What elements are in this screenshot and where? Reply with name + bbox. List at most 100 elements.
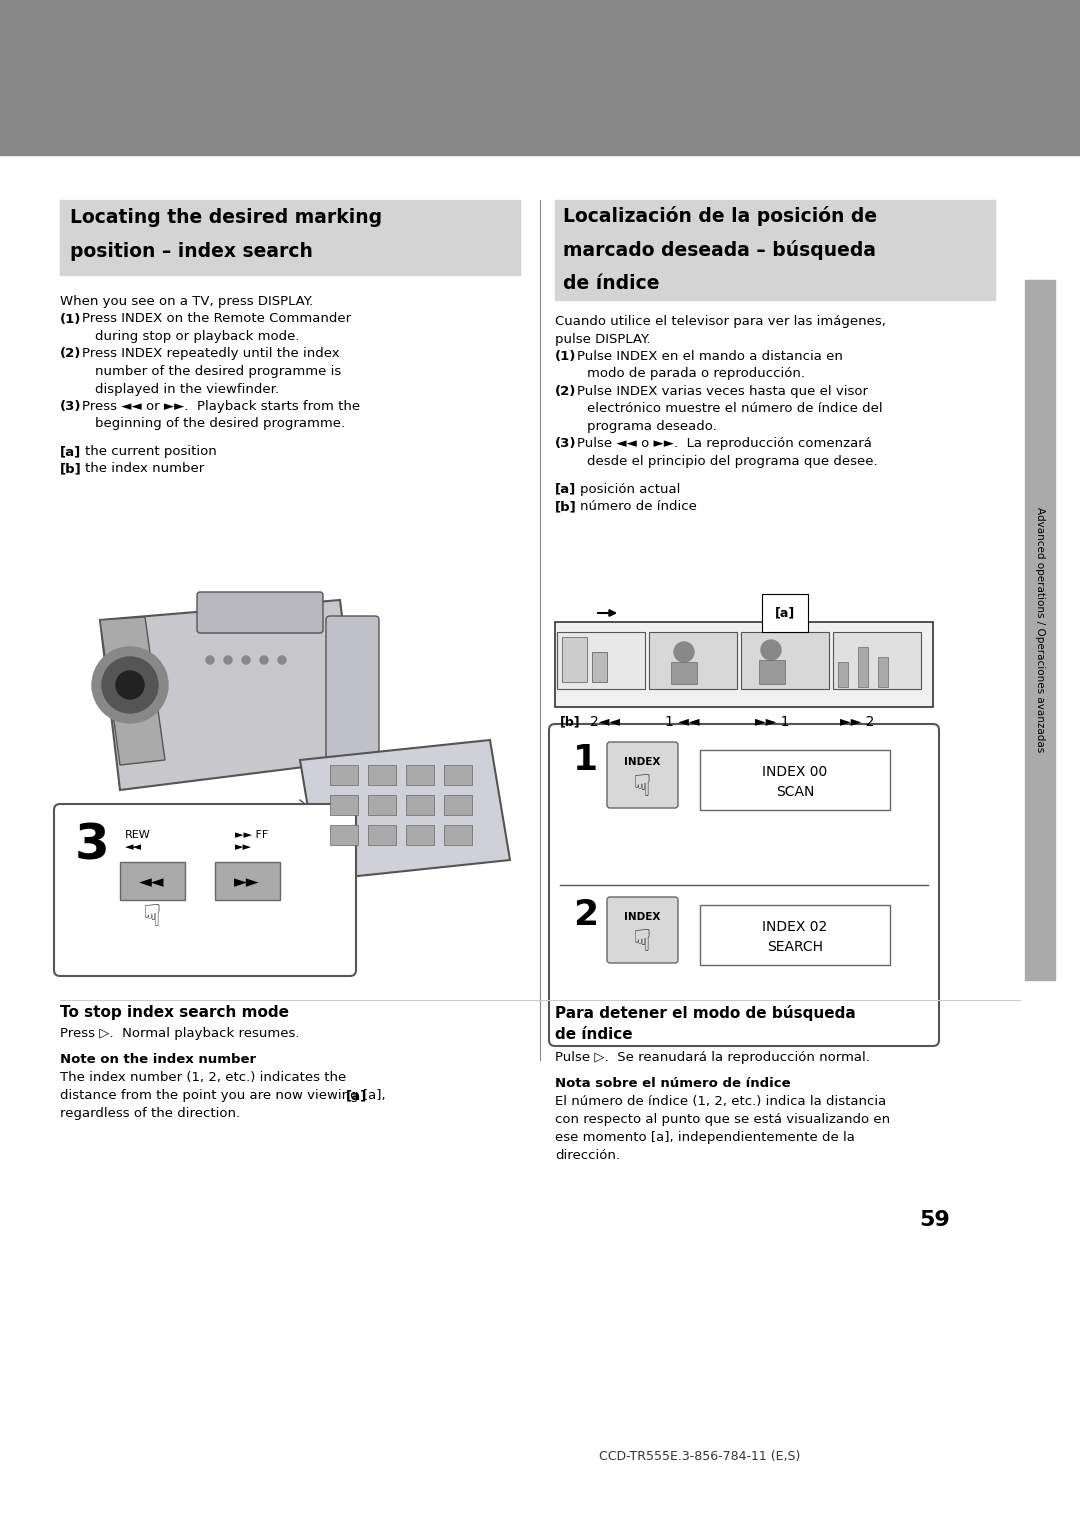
Text: Nota sobre el número de índice: Nota sobre el número de índice	[555, 1077, 791, 1089]
Text: Pulse ▷.  Se reanudará la reproducción normal.: Pulse ▷. Se reanudará la reproducción no…	[555, 1051, 869, 1063]
FancyBboxPatch shape	[549, 724, 939, 1047]
Text: distance from the point you are now viewing [a],: distance from the point you are now view…	[60, 1089, 386, 1102]
Polygon shape	[100, 601, 360, 790]
Text: the index number: the index number	[85, 463, 204, 475]
Circle shape	[116, 671, 144, 698]
Text: 1: 1	[573, 743, 598, 778]
Text: Pulse INDEX en el mando a distancia en: Pulse INDEX en el mando a distancia en	[577, 350, 842, 364]
Text: displayed in the viewfinder.: displayed in the viewfinder.	[95, 382, 279, 396]
Circle shape	[224, 656, 232, 665]
Text: posición actual: posición actual	[580, 483, 680, 495]
Bar	[215, 862, 280, 900]
Text: ►►: ►►	[235, 842, 252, 853]
Circle shape	[260, 656, 268, 665]
Text: To stop index search mode: To stop index search mode	[60, 1005, 289, 1021]
Text: Advanced operations / Operaciones avanzadas: Advanced operations / Operaciones avanza…	[1035, 507, 1045, 753]
Text: Press ◄◄ or ►►.  Playback starts from the: Press ◄◄ or ►►. Playback starts from the	[82, 400, 360, 413]
Text: pulse DISPLAY.: pulse DISPLAY.	[555, 333, 650, 345]
Text: Press ▷.  Normal playback resumes.: Press ▷. Normal playback resumes.	[60, 1027, 299, 1041]
Bar	[649, 633, 737, 689]
Bar	[368, 766, 396, 785]
Text: 2: 2	[573, 898, 598, 932]
Text: Note on the index number: Note on the index number	[60, 1053, 256, 1067]
Bar	[444, 795, 472, 814]
Text: ◄◄: ◄◄	[125, 842, 141, 853]
Bar	[330, 766, 357, 785]
Text: INDEX: INDEX	[624, 756, 661, 767]
Bar	[741, 633, 829, 689]
Text: during stop or playback mode.: during stop or playback mode.	[95, 330, 299, 342]
Text: number of the desired programme is: number of the desired programme is	[95, 365, 341, 377]
Circle shape	[242, 656, 249, 665]
Circle shape	[102, 657, 158, 714]
Text: (2): (2)	[60, 347, 81, 361]
Text: modo de parada o reproducción.: modo de parada o reproducción.	[588, 368, 805, 380]
Circle shape	[278, 656, 286, 665]
Bar	[562, 637, 588, 681]
FancyBboxPatch shape	[197, 591, 323, 633]
Text: ☟: ☟	[633, 927, 652, 957]
Text: Localización de la posición de: Localización de la posición de	[563, 206, 877, 226]
Text: de índice: de índice	[555, 1027, 633, 1042]
Text: (2): (2)	[555, 385, 577, 397]
Text: desde el principio del programa que desee.: desde el principio del programa que dese…	[588, 455, 878, 468]
Bar	[592, 652, 607, 681]
Text: Para detener el modo de búsqueda: Para detener el modo de búsqueda	[555, 1005, 855, 1021]
Bar	[555, 622, 933, 707]
Bar	[368, 795, 396, 814]
Polygon shape	[300, 740, 510, 880]
Bar	[671, 662, 697, 685]
Text: CCD-TR555E.3-856-784-11 (E,S): CCD-TR555E.3-856-784-11 (E,S)	[599, 1450, 800, 1462]
Text: programa deseado.: programa deseado.	[588, 420, 717, 432]
Text: Cuando utilice el televisor para ver las imágenes,: Cuando utilice el televisor para ver las…	[555, 315, 886, 329]
Bar	[700, 905, 890, 966]
Text: ►► 2: ►► 2	[840, 715, 875, 729]
Text: beginning of the desired programme.: beginning of the desired programme.	[95, 417, 346, 431]
FancyBboxPatch shape	[607, 743, 678, 808]
Text: Locating the desired marking: Locating the desired marking	[70, 208, 382, 228]
Text: 59: 59	[919, 1210, 950, 1230]
Text: INDEX 00: INDEX 00	[762, 766, 827, 779]
Text: [a]: [a]	[774, 607, 795, 619]
Text: marcado deseada – búsqueda: marcado deseada – búsqueda	[563, 240, 876, 260]
FancyBboxPatch shape	[54, 804, 356, 976]
Bar	[878, 657, 888, 688]
Bar	[858, 646, 868, 688]
Text: de índice: de índice	[563, 274, 660, 293]
Bar	[406, 766, 434, 785]
Text: Pulse INDEX varias veces hasta que el visor: Pulse INDEX varias veces hasta que el vi…	[577, 385, 868, 397]
Text: REW: REW	[125, 830, 151, 840]
Text: 1 ◄◄: 1 ◄◄	[665, 715, 700, 729]
Text: El número de índice (1, 2, etc.) indica la distancia: El número de índice (1, 2, etc.) indica …	[555, 1096, 887, 1108]
FancyBboxPatch shape	[607, 897, 678, 963]
Text: [b]: [b]	[561, 715, 581, 727]
Text: the current position: the current position	[85, 445, 217, 458]
Text: ☟: ☟	[633, 773, 652, 802]
Bar	[444, 766, 472, 785]
Text: número de índice: número de índice	[580, 500, 697, 513]
Text: 3: 3	[75, 822, 110, 869]
Text: Press INDEX on the Remote Commander: Press INDEX on the Remote Commander	[82, 313, 351, 325]
Text: SEARCH: SEARCH	[767, 940, 823, 953]
Circle shape	[92, 646, 168, 723]
Text: The index number (1, 2, etc.) indicates the: The index number (1, 2, etc.) indicates …	[60, 1071, 347, 1083]
Bar	[557, 633, 645, 689]
Bar	[120, 862, 185, 900]
Circle shape	[761, 640, 781, 660]
Bar	[833, 633, 921, 689]
Text: [b]: [b]	[555, 500, 577, 513]
Circle shape	[674, 642, 694, 662]
Text: [a]: [a]	[346, 1089, 367, 1102]
Text: Press INDEX repeatedly until the index: Press INDEX repeatedly until the index	[82, 347, 339, 361]
Text: ►► FF: ►► FF	[235, 830, 268, 840]
Text: ese momento [a], independientemente de la: ese momento [a], independientemente de l…	[555, 1131, 855, 1144]
Text: (1): (1)	[60, 313, 81, 325]
Text: ◄◄: ◄◄	[139, 872, 165, 891]
Bar	[330, 825, 357, 845]
FancyBboxPatch shape	[326, 616, 379, 764]
Bar	[368, 825, 396, 845]
Text: position – index search: position – index search	[70, 241, 313, 261]
Bar	[406, 825, 434, 845]
Text: (3): (3)	[555, 437, 577, 451]
Text: INDEX 02: INDEX 02	[762, 920, 827, 934]
